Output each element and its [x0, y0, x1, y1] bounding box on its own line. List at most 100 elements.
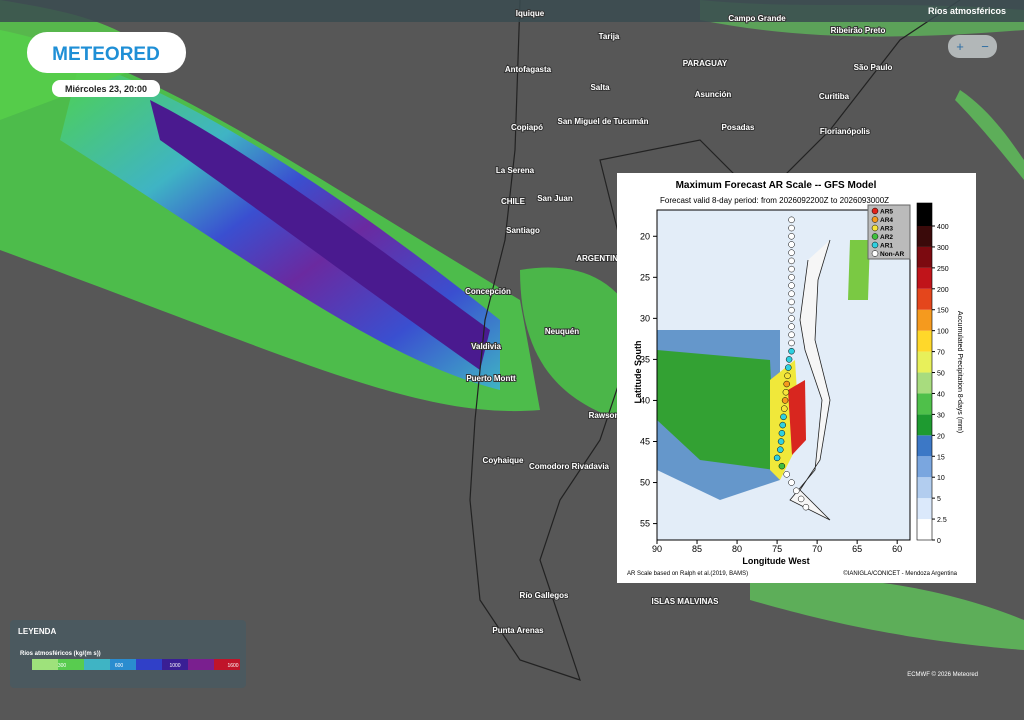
- legend-label: Ríos atmosféricos (kg/(m s)): [20, 651, 101, 657]
- ar-legend-label: AR3: [880, 226, 893, 233]
- colorbar-band: [917, 226, 932, 247]
- ar-legend-marker: [871, 224, 879, 232]
- note-left: AR Scale based on Ralph et al.(2019, BAM…: [627, 571, 748, 577]
- ar-legend-label: AR2: [880, 234, 893, 241]
- ar-track-point: [788, 241, 795, 248]
- x-tick-label: 70: [812, 544, 822, 554]
- ar-track-point: [788, 265, 795, 273]
- ar-track-point: [797, 495, 805, 503]
- colorbar-band: [917, 351, 932, 373]
- city-label: Punta Arenas: [492, 626, 544, 635]
- colorbar-band: [917, 477, 932, 499]
- logo-badge: [27, 32, 186, 73]
- ar-track-point: [788, 233, 795, 240]
- zoom-in[interactable]: +: [956, 39, 964, 54]
- coastline-inset: [789, 239, 831, 521]
- city-label: Neuquén: [545, 327, 579, 336]
- ar-track-point: [788, 216, 795, 224]
- colorbar-frame: [916, 202, 933, 541]
- colorbar-label: Accumulated Precipitation 8-days (mm): [956, 311, 963, 433]
- colorbar-tick-label: 70: [937, 350, 945, 357]
- ar-track-point: [778, 462, 786, 470]
- ar-track-point: [788, 479, 795, 486]
- ar-track-point: [781, 405, 788, 412]
- ar-track-point: [782, 388, 790, 396]
- legend-swatch: [188, 659, 214, 670]
- legend-swatch: [162, 659, 188, 670]
- city-label: San Juan: [537, 194, 573, 203]
- ar-track-point: [784, 372, 791, 380]
- ar-track-point: [788, 257, 795, 265]
- colorbar-tick-label: 400: [937, 224, 949, 231]
- ar-track-point: [785, 364, 792, 371]
- x-tick-label: 85: [692, 544, 702, 554]
- city-label: La Serena: [496, 166, 535, 175]
- colorbar-band: [917, 267, 932, 289]
- inset-title: Maximum Forecast AR Scale -- GFS Model: [676, 180, 877, 191]
- city-label: Copiapó: [511, 123, 543, 132]
- precip-north: [848, 240, 870, 300]
- city-label: Asunción: [695, 90, 732, 99]
- colorbar-band: [917, 246, 932, 268]
- legend-swatch: [58, 659, 84, 670]
- city-label: Salta: [590, 83, 610, 92]
- city-label: Valdivia: [471, 342, 501, 351]
- y-tick-label: 35: [640, 354, 650, 364]
- ar-track-point: [783, 380, 790, 388]
- precip-red: [788, 380, 806, 455]
- legend-swatch: [136, 659, 162, 670]
- ar-legend-marker: [871, 233, 879, 240]
- legend-tick: 300: [58, 663, 67, 669]
- legend-box: [10, 620, 246, 688]
- ar-track-point: [788, 224, 795, 232]
- city-label: CHILE: [501, 197, 526, 206]
- ar-legend-marker: [871, 241, 879, 249]
- colorbar-band: [917, 519, 932, 540]
- legend-tick: 1000: [169, 663, 180, 669]
- colorbar-tick-label: 0: [937, 538, 941, 545]
- colorbar-band: [917, 309, 932, 331]
- credits: ECMWF © 2026 Meteored: [907, 671, 978, 678]
- zoom-out[interactable]: −: [981, 39, 989, 54]
- city-label: Comodoro Rivadavia: [529, 462, 610, 471]
- city-label: Antofagasta: [505, 65, 552, 74]
- colorbar-band: [917, 372, 932, 394]
- inset-chart: Maximum Forecast AR Scale -- GFS Model F…: [617, 173, 976, 583]
- city-label: Campo Grande: [728, 14, 786, 23]
- x-tick-label: 60: [892, 544, 902, 554]
- plot-frame: [656, 209, 911, 541]
- ar-track-point: [788, 274, 795, 281]
- colorbar-tick-label: 5: [937, 496, 941, 503]
- date: Miércoles 23, 20:00: [65, 84, 147, 94]
- city-label: ISLAS MALVINAS: [652, 597, 720, 606]
- legend-swatch: [32, 659, 58, 670]
- city-label: PARAGUAY: [683, 59, 728, 68]
- y-tick-label: 30: [640, 313, 650, 323]
- ar-legend-marker: [871, 207, 879, 215]
- ar-track-point: [788, 331, 795, 339]
- ar-track-point: [788, 339, 795, 347]
- y-tick-label: 25: [640, 272, 650, 282]
- ar-track-point: [788, 282, 795, 289]
- city-label: Coyhaique: [483, 456, 524, 465]
- ar-legend-marker: [871, 216, 879, 223]
- city-label: Florianópolis: [820, 127, 871, 136]
- ar-track-point: [777, 446, 784, 453]
- city-label: São Paulo: [854, 63, 893, 72]
- legend-swatch: [84, 659, 110, 670]
- city-label: Puerto Montt: [466, 374, 516, 383]
- colorbar-band: [917, 456, 932, 478]
- ar-legend-label: AR4: [880, 217, 893, 224]
- colorbar-tick-label: 30: [937, 412, 945, 419]
- logo: METEORED: [52, 44, 160, 65]
- layer-name: Ríos atmosféricos: [928, 6, 1006, 16]
- city-label: Concepción: [465, 287, 511, 296]
- city-label: ARGENTINA: [576, 254, 624, 263]
- city-label: Rawson: [589, 411, 620, 420]
- inset-subtitle: Forecast valid 8-day period: from 202609…: [660, 196, 889, 205]
- colorbar-tick-label: 100: [937, 329, 949, 336]
- colorbar-tick-label: 300: [937, 245, 949, 252]
- ar-track-point: [788, 315, 795, 322]
- colorbar-tick-label: 20: [937, 433, 945, 440]
- x-tick-label: 65: [852, 544, 862, 554]
